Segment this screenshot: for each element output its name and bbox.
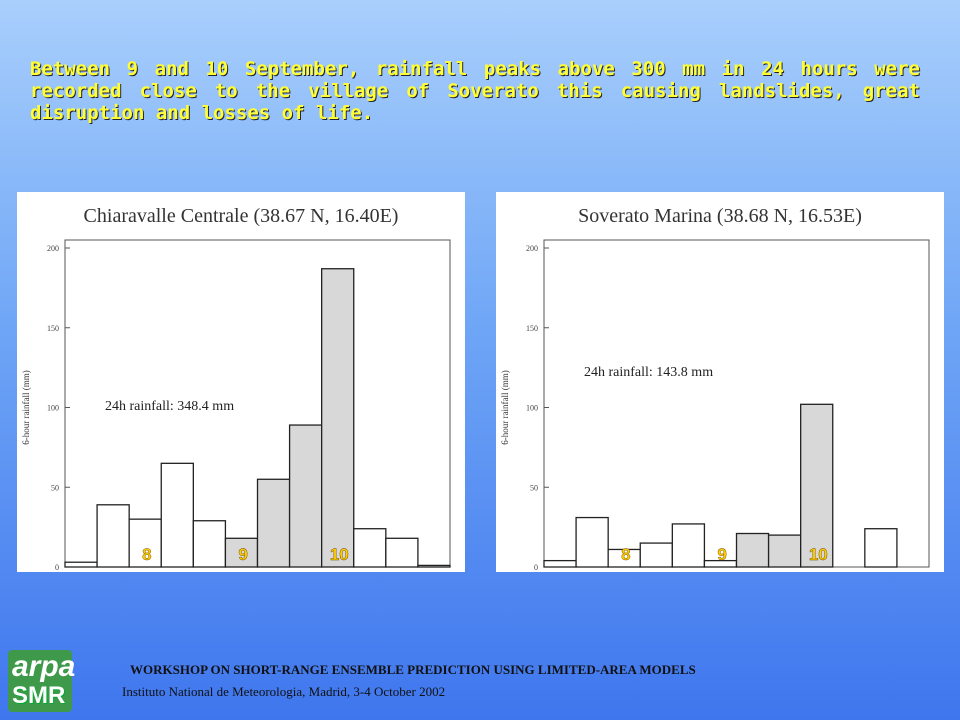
bar [800,403,834,568]
day-label: 8 [142,545,151,564]
day-label: 10 [809,545,828,564]
bar [321,268,355,568]
y-axis-label: 6-hour rainfall (mm) [21,370,31,444]
y-tick-label: 150 [47,324,59,333]
y-tick-label: 200 [526,244,538,253]
bar [288,424,323,568]
bar [192,520,227,568]
chart: Soverato Marina (38.68 N, 16.53E) 6-hour … [496,192,944,572]
bar [128,518,162,568]
annotation: 24h rainfall: 143.8 mm [584,365,713,380]
chart-panel [496,192,944,572]
bar [417,564,451,568]
bar [96,504,130,568]
annotation: 24h rainfall: 348.4 mm [105,399,234,414]
bar [735,532,770,568]
bar [224,537,259,568]
footer-subtitle: Instituto National de Meteorologia, Madr… [122,684,446,699]
bar [639,542,673,568]
bar [767,534,802,568]
chart: Chiaravalle Centrale (38.67 N, 16.40E) 6-… [17,192,465,572]
logo-text: arpa [12,650,76,683]
bar [160,462,194,568]
day-label: 9 [717,545,726,564]
chart-title: Soverato Marina (38.68 N, 16.53E) [578,205,862,227]
bar [543,559,577,568]
bar [575,516,609,568]
slide-text: Between 9 and 10 September, rainfall pea… [30,58,920,124]
day-label: 8 [621,545,630,564]
bar [864,528,898,568]
y-tick-label: 0 [534,563,538,572]
day-label: 9 [238,545,247,564]
y-tick-label: 200 [47,244,59,253]
y-axis-label: 6-hour rainfall (mm) [500,370,510,444]
y-tick-label: 150 [526,324,538,333]
bar [64,561,98,568]
footer-title: WORKSHOP ON SHORT-RANGE ENSEMBLE PREDICT… [130,662,696,677]
bar [671,523,706,568]
bar [256,478,291,568]
y-tick-label: 50 [51,483,59,492]
logo: arpa SMR [8,650,76,712]
y-tick-label: 100 [526,404,538,413]
bar [385,537,419,568]
y-tick-label: 100 [47,404,59,413]
logo-text: SMR [12,682,66,709]
chart-panel [17,192,465,572]
bar [353,528,387,568]
y-tick-label: 0 [55,563,59,572]
chart-title: Chiaravalle Centrale (38.67 N, 16.40E) [84,205,399,227]
y-tick-label: 50 [530,483,538,492]
day-label: 10 [330,545,349,564]
